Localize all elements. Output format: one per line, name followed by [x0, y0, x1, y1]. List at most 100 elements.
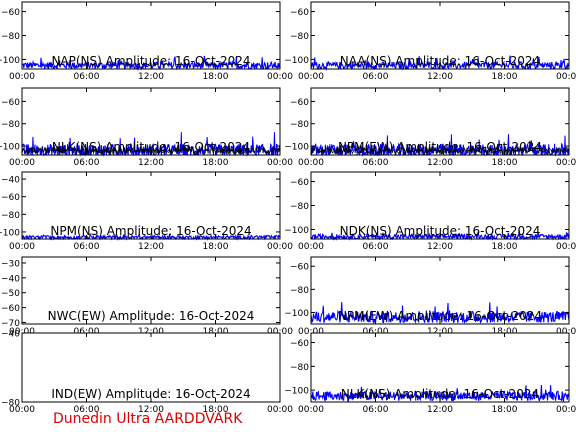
series-line-overlay — [21, 146, 281, 155]
x-tick-label: 06:00 — [363, 405, 389, 415]
chart-panel-8: −100 −80 −60 00:00 06:00 12:00 18:00 00:00 NPM(E… — [284, 256, 576, 337]
y-tick-label: −30 — [1, 259, 20, 269]
x-tick-label: 12:00 — [427, 327, 453, 337]
y-tick-label: −40 — [1, 274, 20, 284]
y-tick-label: −60 — [290, 263, 309, 273]
x-tick-label: 06:00 — [74, 158, 100, 168]
x-tick-label: 06:00 — [363, 242, 389, 252]
y-tick-label: −100 — [284, 309, 309, 319]
x-tick-label: 06:00 — [74, 242, 100, 252]
chart-title: NAA(NS) Amplitude: 16-Oct-2024 — [340, 54, 540, 68]
y-tick-label: −40 — [1, 176, 20, 186]
chart-panel-7: −70 −60 −50 −40 −30 00:00 06:00 12:00 18:00 00:00… — [1, 256, 293, 337]
x-tick-label: 18:00 — [203, 242, 229, 252]
chart-panel-3: −100 −80 −60 00:00 06:00 12:00 18:00 00:00 NLK(N… — [0, 87, 293, 168]
series-line-overlay — [310, 146, 570, 155]
x-tick-label: 00:00 — [298, 242, 324, 252]
x-tick-label: 06:00 — [74, 327, 100, 337]
x-tick-label: 12:00 — [427, 405, 453, 415]
plot-area — [22, 333, 280, 402]
x-tick-label: 18:00 — [492, 327, 518, 337]
x-tick-label: 00:00 — [9, 72, 35, 82]
x-tick-label: 06:00 — [363, 72, 389, 82]
x-tick-label: 06:00 — [74, 72, 100, 82]
y-tick-label: −100 — [0, 56, 20, 66]
y-tick-label: −80 — [1, 120, 20, 130]
x-tick-label: 00:00 — [556, 327, 576, 337]
x-tick-label: 12:00 — [427, 242, 453, 252]
x-tick-label: 18:00 — [492, 158, 518, 168]
x-tick-label: 00:00 — [298, 405, 324, 415]
x-tick-label: 00:00 — [267, 242, 293, 252]
x-tick-label: 00:00 — [556, 158, 576, 168]
chart-title: NLK(NS) Amplitude: 16-Oct-2024 — [341, 387, 539, 401]
y-tick-label: −60 — [1, 193, 20, 203]
x-tick-label: 18:00 — [492, 405, 518, 415]
x-tick-label: 18:00 — [203, 72, 229, 82]
chart-title: NWC(EW) Amplitude: 16-Oct-2024 — [48, 309, 255, 323]
chart-title: IND(EW) Amplitude: 16-Oct-2024 — [51, 387, 250, 401]
x-tick-label: 00:00 — [298, 158, 324, 168]
y-tick-label: −100 — [0, 228, 20, 238]
y-tick-label: −60 — [290, 8, 309, 18]
x-tick-label: 00:00 — [556, 72, 576, 82]
y-tick-label: −80 — [290, 202, 309, 212]
y-tick-label: −60 — [290, 98, 309, 108]
y-tick-label: −50 — [1, 289, 20, 299]
y-tick-label: −100 — [284, 56, 309, 66]
x-tick-label: 00:00 — [9, 158, 35, 168]
y-tick-label: −60 — [290, 178, 309, 188]
x-tick-label: 00:00 — [267, 158, 293, 168]
y-tick-label: −80 — [1, 32, 20, 42]
x-tick-label: 12:00 — [138, 327, 164, 337]
y-tick-label: −100 — [284, 226, 309, 236]
x-tick-label: 06:00 — [74, 405, 100, 415]
chart-panel-2: −100 −80 −60 00:00 06:00 12:00 18:00 00:00 NAA(N… — [284, 1, 576, 82]
chart-panel-5: −100 −80 −60 −40 00:00 06:00 12:00 18:00 00:00 NP… — [0, 171, 293, 252]
x-tick-label: 00:00 — [267, 72, 293, 82]
x-tick-label: 18:00 — [492, 72, 518, 82]
x-tick-label: 12:00 — [138, 72, 164, 82]
x-tick-label: 00:00 — [267, 327, 293, 337]
plot-area — [311, 172, 569, 239]
chart-title: NPM(NS) Amplitude: 16-Oct-2024 — [50, 224, 251, 238]
x-tick-label: 06:00 — [363, 158, 389, 168]
x-tick-label: 12:00 — [427, 72, 453, 82]
x-tick-label: 18:00 — [492, 242, 518, 252]
y-tick-label: −60 — [1, 98, 20, 108]
plot-area — [22, 172, 280, 239]
plot-area — [22, 257, 280, 324]
chart-title: NPM(EW) Amplitude: 16-Oct-2024 — [338, 140, 542, 154]
y-tick-label: −80 — [290, 32, 309, 42]
footer-caption: Dunedin Ultra AARDDVARK — [53, 411, 243, 427]
chart-title: NPM(EW) Amplitude: 16-Oct-2024 — [338, 309, 542, 323]
chart-panel-10: −100 −80 −60 00:00 06:00 12:00 18:00 00:00 NLK(N… — [284, 332, 576, 415]
chart-panel-1: −100 −80 −60 00:00 06:00 12:00 18:00 00:00 NAP(N… — [0, 1, 293, 82]
series-line-1 — [310, 302, 570, 325]
x-tick-label: 00:00 — [267, 405, 293, 415]
plot-area — [311, 2, 569, 69]
x-tick-label: 00:00 — [298, 327, 324, 337]
y-tick-label: −80 — [290, 363, 309, 373]
y-tick-label: −40 — [1, 330, 20, 340]
x-tick-label: 18:00 — [203, 327, 229, 337]
y-tick-label: −100 — [284, 387, 309, 397]
x-tick-label: 00:00 — [556, 242, 576, 252]
y-tick-label: −70 — [1, 319, 20, 329]
y-tick-label: −80 — [290, 120, 309, 130]
x-tick-label: 18:00 — [203, 405, 229, 415]
x-tick-label: 00:00 — [9, 327, 35, 337]
y-tick-label: −60 — [1, 8, 20, 18]
y-tick-label: −100 — [284, 143, 309, 153]
y-tick-label: −80 — [1, 399, 20, 409]
panels-layer: −100 −80 −60 00:00 06:00 12:00 18:00 00:00 NAP(N… — [0, 1, 576, 416]
chart-panel-4: −100 −80 −60 00:00 06:00 12:00 18:00 00:00 NPM(E… — [284, 87, 576, 168]
x-tick-label: 12:00 — [138, 158, 164, 168]
y-tick-label: −60 — [1, 304, 20, 314]
x-tick-label: 00:00 — [556, 405, 576, 415]
x-tick-label: 18:00 — [203, 158, 229, 168]
series-line-1 — [310, 134, 570, 157]
series-line-1 — [310, 55, 570, 71]
